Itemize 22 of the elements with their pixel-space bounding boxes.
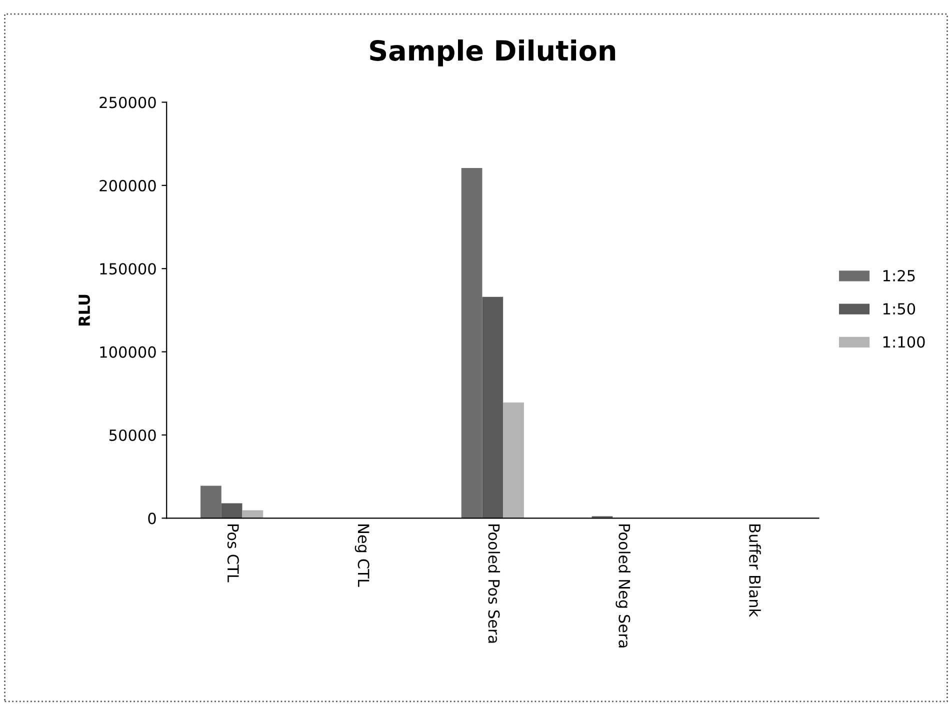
legend-label: 1:50 xyxy=(883,303,916,315)
y-tick-label: 150000 xyxy=(100,263,156,275)
y-tick-label: 50000 xyxy=(109,429,156,442)
y-tick-label: 200000 xyxy=(100,180,156,192)
y-tick-label: 0 xyxy=(148,512,156,524)
legend-label: 1:100 xyxy=(883,336,925,348)
legend-label: 1:25 xyxy=(883,270,915,282)
x-tick-label: Pooled Pos Sera xyxy=(488,524,500,643)
bar xyxy=(503,402,524,518)
bar xyxy=(242,510,264,518)
x-tick-label: Pooled Neg Sera xyxy=(616,524,630,648)
bar xyxy=(461,168,482,518)
x-tick-label: Buffer Blank xyxy=(749,524,761,618)
bar xyxy=(200,486,222,518)
x-tick-label: Pos CTL xyxy=(227,524,239,582)
x-tick-label: Neg CTL xyxy=(354,524,370,587)
y-tick-label: 100000 xyxy=(100,346,156,358)
bar xyxy=(482,296,504,518)
chart-title: Sample Dilution xyxy=(370,39,616,66)
y-axis-title: RLU xyxy=(78,294,90,326)
bar xyxy=(221,503,242,518)
y-tick-label: 250000 xyxy=(100,96,156,108)
